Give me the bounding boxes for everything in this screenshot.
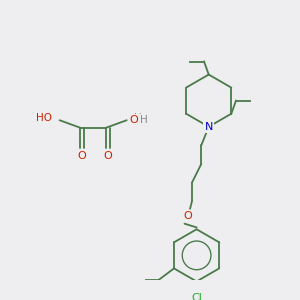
Text: O: O [78, 151, 86, 160]
Text: HO: HO [36, 113, 52, 123]
Text: O: O [130, 115, 138, 125]
Text: Cl: Cl [191, 293, 202, 300]
Text: N: N [205, 122, 213, 132]
Text: H: H [140, 115, 148, 125]
Text: O: O [183, 211, 192, 221]
Text: O: O [104, 151, 112, 160]
Text: H: H [134, 113, 142, 123]
